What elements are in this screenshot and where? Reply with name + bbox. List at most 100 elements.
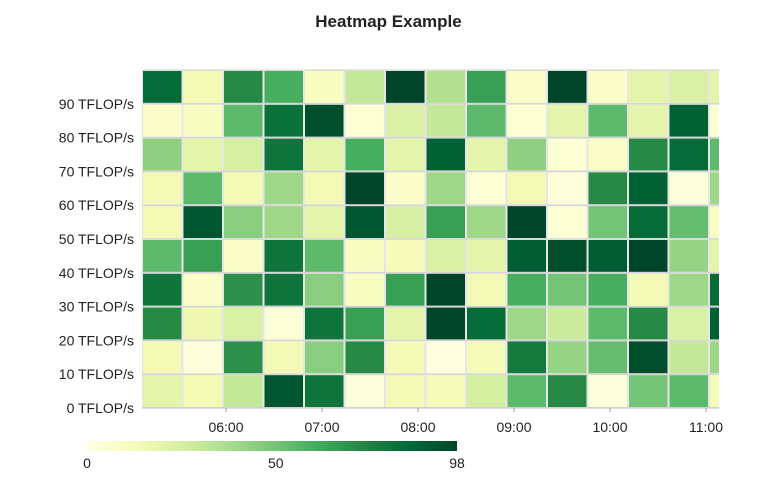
heatmap-cell[interactable] — [751, 240, 777, 272]
heatmap-cell[interactable] — [426, 375, 466, 407]
heatmap-cell[interactable] — [143, 104, 182, 137]
heatmap-cell[interactable] — [751, 105, 777, 137]
heatmap-cell[interactable] — [386, 104, 425, 137]
heatmap-cell[interactable] — [345, 172, 385, 205]
heatmap-cell[interactable] — [264, 206, 304, 238]
heatmap-cell[interactable] — [224, 273, 263, 306]
heatmap-cell[interactable] — [507, 375, 547, 407]
heatmap-cell[interactable] — [264, 240, 304, 272]
heatmap-cell[interactable] — [507, 138, 547, 171]
heatmap-cell[interactable] — [629, 341, 668, 374]
heatmap-cell[interactable] — [507, 341, 547, 374]
heatmap-cell[interactable] — [467, 172, 506, 205]
heatmap-cell[interactable] — [629, 104, 668, 137]
heatmap-cell[interactable] — [183, 104, 223, 137]
heatmap-cell[interactable] — [629, 240, 668, 272]
heatmap-cell[interactable] — [345, 240, 385, 272]
heatmap-cell[interactable] — [305, 71, 344, 103]
heatmap-cell[interactable] — [143, 341, 182, 374]
heatmap-cell[interactable] — [386, 307, 425, 340]
heatmap-cell[interactable] — [426, 104, 466, 137]
heatmap-cell[interactable] — [467, 138, 506, 171]
heatmap-cell[interactable] — [426, 172, 466, 205]
heatmap-cell[interactable] — [548, 273, 587, 306]
heatmap-cell[interactable] — [588, 375, 628, 407]
heatmap-cell[interactable] — [629, 71, 668, 103]
heatmap-cell[interactable] — [264, 104, 304, 137]
heatmap-cell[interactable] — [345, 341, 385, 374]
heatmap-cell[interactable] — [305, 104, 344, 137]
heatmap-cell[interactable] — [386, 138, 425, 171]
heatmap-cell[interactable] — [224, 138, 263, 171]
heatmap-cell[interactable] — [224, 341, 263, 374]
heatmap-cell[interactable] — [305, 307, 344, 340]
heatmap-cell[interactable] — [143, 172, 182, 205]
heatmap-cell[interactable] — [669, 341, 709, 374]
heatmap-cell[interactable] — [426, 138, 466, 171]
heatmap-cell[interactable] — [426, 240, 466, 272]
heatmap-cell[interactable] — [751, 71, 777, 103]
heatmap-cell[interactable] — [751, 206, 777, 238]
heatmap-cell[interactable] — [548, 71, 587, 103]
heatmap-cell[interactable] — [305, 375, 344, 407]
heatmap-cell[interactable] — [386, 71, 425, 103]
heatmap-cell[interactable] — [426, 307, 466, 340]
heatmap-cell[interactable] — [305, 206, 344, 238]
heatmap-cell[interactable] — [345, 273, 385, 306]
heatmap-cell[interactable] — [751, 341, 777, 373]
heatmap-cell[interactable] — [264, 307, 304, 340]
heatmap-cell[interactable] — [143, 375, 182, 407]
heatmap-cell[interactable] — [305, 172, 344, 205]
heatmap-cell[interactable] — [710, 273, 749, 306]
heatmap-cell[interactable] — [224, 375, 263, 407]
heatmap-cell[interactable] — [507, 273, 547, 306]
heatmap-cell[interactable] — [224, 172, 263, 205]
heatmap-cell[interactable] — [386, 341, 425, 374]
heatmap-cell[interactable] — [143, 240, 182, 272]
heatmap-cell[interactable] — [751, 172, 777, 204]
heatmap-cell[interactable] — [669, 273, 709, 306]
heatmap-cell[interactable] — [183, 307, 223, 340]
heatmap-cell[interactable] — [224, 240, 263, 272]
heatmap-cell[interactable] — [345, 375, 385, 407]
heatmap-cell[interactable] — [507, 206, 547, 238]
heatmap-cell[interactable] — [507, 104, 547, 137]
heatmap-cell[interactable] — [588, 138, 628, 171]
heatmap-cell[interactable] — [467, 273, 506, 306]
heatmap-cell[interactable] — [426, 341, 466, 374]
heatmap-cell[interactable] — [426, 273, 466, 306]
heatmap-cell[interactable] — [386, 240, 425, 272]
heatmap-cell[interactable] — [629, 172, 668, 205]
heatmap-cell[interactable] — [426, 206, 466, 238]
heatmap-cell[interactable] — [588, 172, 628, 205]
heatmap-cell[interactable] — [710, 341, 749, 374]
heatmap-cell[interactable] — [669, 138, 709, 171]
heatmap-cell[interactable] — [345, 138, 385, 171]
heatmap-cell[interactable] — [588, 71, 628, 103]
heatmap-cell[interactable] — [710, 240, 749, 272]
heatmap-cell[interactable] — [467, 206, 506, 238]
heatmap-cell[interactable] — [710, 138, 749, 171]
heatmap-cell[interactable] — [710, 104, 749, 137]
heatmap-cell[interactable] — [467, 375, 506, 407]
heatmap-cell[interactable] — [143, 273, 182, 306]
heatmap-cell[interactable] — [588, 240, 628, 272]
heatmap-cell[interactable] — [264, 172, 304, 205]
heatmap-cell[interactable] — [467, 240, 506, 272]
heatmap-cell[interactable] — [183, 273, 223, 306]
heatmap-cell[interactable] — [183, 375, 223, 407]
heatmap-cell[interactable] — [710, 71, 749, 103]
heatmap-cell[interactable] — [548, 341, 587, 374]
heatmap-cell[interactable] — [507, 307, 547, 340]
heatmap-cell[interactable] — [669, 240, 709, 272]
heatmap-cell[interactable] — [629, 138, 668, 171]
heatmap-cell[interactable] — [143, 71, 182, 103]
heatmap-cell[interactable] — [467, 104, 506, 137]
heatmap-cell[interactable] — [710, 307, 749, 340]
heatmap-cell[interactable] — [305, 341, 344, 374]
heatmap-cell[interactable] — [264, 71, 304, 103]
heatmap-cell[interactable] — [143, 307, 182, 340]
heatmap-cell[interactable] — [224, 71, 263, 103]
heatmap-cell[interactable] — [588, 206, 628, 238]
heatmap-cell[interactable] — [629, 307, 668, 340]
